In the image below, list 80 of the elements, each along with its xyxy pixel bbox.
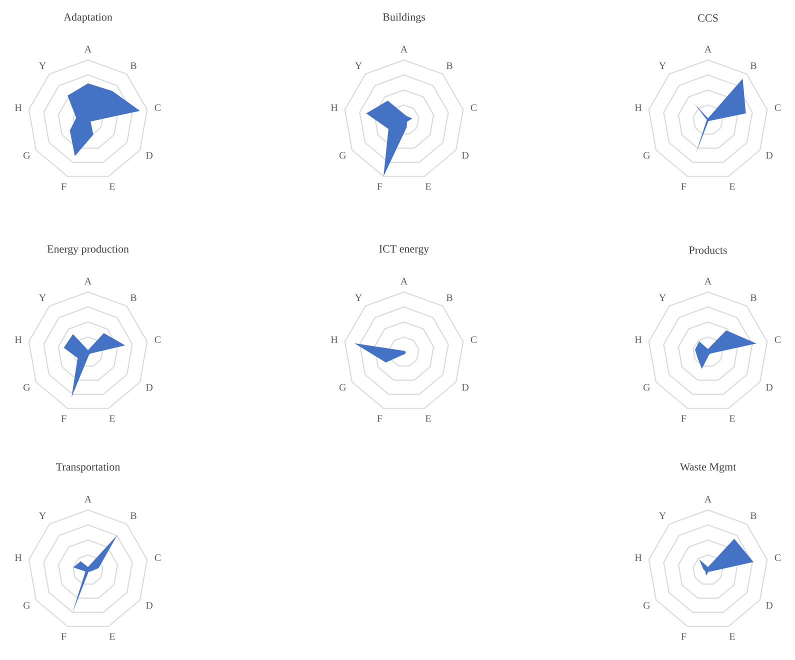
- spoke-label: Y: [38, 512, 46, 520]
- spoke-label: Y: [38, 62, 46, 70]
- spoke-label: G: [23, 384, 30, 391]
- spoke-label: A: [704, 278, 712, 284]
- chart-title: Buildings: [382, 13, 425, 23]
- spoke-label: D: [146, 152, 153, 159]
- spoke-label: G: [643, 152, 650, 159]
- spoke-label: F: [681, 183, 686, 190]
- chart-title: Energy production: [47, 244, 129, 255]
- spoke-label: A: [84, 496, 92, 502]
- spoke-label: A: [84, 278, 92, 284]
- spoke-label: H: [330, 336, 338, 343]
- spoke-label: C: [774, 336, 781, 344]
- spoke-label: F: [377, 183, 382, 190]
- spoke-label: G: [643, 384, 650, 391]
- spoke-label: F: [681, 633, 686, 640]
- chart-title: Products: [689, 246, 727, 254]
- spoke-label: B: [750, 62, 756, 70]
- spoke-label: A: [84, 46, 92, 52]
- spoke-label: A: [400, 46, 408, 52]
- spoke-label: F: [61, 183, 66, 190]
- spoke-label: D: [146, 602, 153, 609]
- spoke-label: C: [154, 104, 161, 112]
- spoke-label: C: [774, 104, 781, 112]
- spoke-label: D: [462, 152, 469, 159]
- spoke-label: H: [14, 554, 22, 561]
- spoke-label: E: [109, 183, 115, 190]
- spoke-label: D: [146, 384, 153, 391]
- spoke-label: A: [400, 278, 408, 284]
- spoke-label: Y: [354, 62, 362, 70]
- spoke-label: Y: [658, 62, 666, 70]
- spoke-label: B: [446, 294, 452, 302]
- spoke-label: C: [774, 554, 781, 562]
- spoke-label: E: [729, 415, 735, 422]
- chart-title: CCS: [698, 14, 718, 22]
- spoke-label: C: [470, 336, 477, 344]
- spoke-label: G: [339, 384, 346, 391]
- spoke-label: C: [470, 104, 477, 112]
- spoke-label: F: [377, 415, 382, 422]
- chart-title: Adaptation: [64, 13, 112, 23]
- spoke-label: D: [462, 384, 469, 391]
- spoke-label: E: [425, 415, 431, 422]
- spoke-label: B: [750, 512, 756, 520]
- spoke-label: E: [425, 183, 431, 190]
- spoke-label: C: [154, 336, 161, 344]
- spoke-label: F: [681, 415, 686, 422]
- spoke-label: C: [154, 554, 161, 562]
- spoke-label: B: [446, 62, 452, 70]
- spoke-label: Y: [658, 294, 666, 302]
- spoke-label: Y: [354, 294, 362, 302]
- spoke-label: F: [61, 415, 66, 422]
- spoke-label: B: [130, 512, 136, 520]
- spoke-label: D: [766, 152, 773, 159]
- spoke-label: E: [729, 183, 735, 190]
- spoke-label: Y: [38, 294, 46, 302]
- spoke-label: G: [339, 152, 346, 159]
- spoke-label: A: [704, 46, 712, 52]
- spoke-label: G: [643, 602, 650, 609]
- spoke-label: B: [130, 294, 136, 302]
- spoke-label: A: [704, 496, 712, 502]
- spoke-label: H: [14, 336, 22, 343]
- spoke-label: D: [766, 602, 773, 609]
- spoke-label: D: [766, 384, 773, 391]
- spoke-label: F: [61, 633, 66, 640]
- spoke-label: H: [634, 336, 642, 343]
- spoke-label: H: [14, 104, 22, 111]
- spoke-label: H: [634, 554, 642, 561]
- spoke-label: B: [130, 62, 136, 70]
- spoke-label: B: [750, 294, 756, 302]
- spoke-label: H: [330, 104, 338, 111]
- spoke-label: Y: [658, 512, 666, 520]
- spoke-label: E: [729, 633, 735, 640]
- spoke-label: G: [23, 152, 30, 159]
- spoke-label: H: [634, 104, 642, 111]
- spoke-label: E: [109, 415, 115, 422]
- chart-title: Waste Mgmt: [680, 463, 736, 473]
- spoke-label: E: [109, 633, 115, 640]
- spoke-label: G: [23, 602, 30, 609]
- chart-title: ICT energy: [379, 245, 430, 255]
- chart-title: Transportation: [56, 463, 120, 473]
